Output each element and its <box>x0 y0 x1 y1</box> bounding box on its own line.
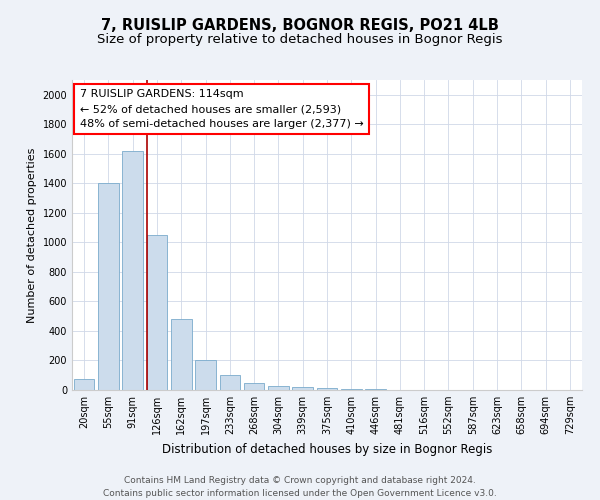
Bar <box>195 360 216 390</box>
Bar <box>220 375 240 390</box>
Text: Size of property relative to detached houses in Bognor Regis: Size of property relative to detached ho… <box>97 32 503 46</box>
Bar <box>98 184 119 390</box>
Bar <box>292 387 313 390</box>
X-axis label: Distribution of detached houses by size in Bognor Regis: Distribution of detached houses by size … <box>162 442 492 456</box>
Bar <box>317 388 337 390</box>
Text: Contains HM Land Registry data © Crown copyright and database right 2024.
Contai: Contains HM Land Registry data © Crown c… <box>103 476 497 498</box>
Text: 7 RUISLIP GARDENS: 114sqm
← 52% of detached houses are smaller (2,593)
48% of se: 7 RUISLIP GARDENS: 114sqm ← 52% of detac… <box>80 90 364 129</box>
Bar <box>146 235 167 390</box>
Bar <box>74 379 94 390</box>
Bar <box>244 382 265 390</box>
Bar <box>122 151 143 390</box>
Bar <box>268 386 289 390</box>
Y-axis label: Number of detached properties: Number of detached properties <box>27 148 37 322</box>
Bar <box>341 388 362 390</box>
Text: 7, RUISLIP GARDENS, BOGNOR REGIS, PO21 4LB: 7, RUISLIP GARDENS, BOGNOR REGIS, PO21 4… <box>101 18 499 32</box>
Bar <box>171 319 191 390</box>
